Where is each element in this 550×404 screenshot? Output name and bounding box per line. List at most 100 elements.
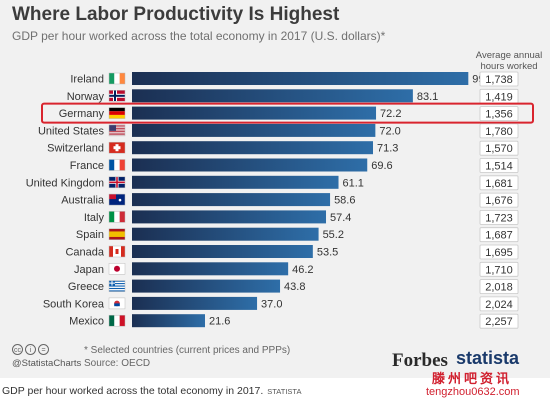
bar-row: Ireland99.51,738 bbox=[70, 71, 519, 87]
flag-stripe bbox=[114, 211, 120, 223]
category-label: Germany bbox=[59, 108, 105, 120]
caption-text: GDP per hour worked across the total eco… bbox=[2, 385, 264, 397]
bar-value-label: 55.2 bbox=[323, 229, 344, 241]
category-label: Spain bbox=[76, 229, 104, 241]
flag-disc bbox=[114, 265, 120, 272]
category-label: Italy bbox=[84, 212, 105, 224]
statista-handle: @StatistaCharts bbox=[12, 358, 82, 369]
flag-stripe bbox=[109, 132, 125, 134]
flag-icon bbox=[108, 124, 126, 137]
cc-icon: cc bbox=[12, 344, 23, 355]
bar bbox=[132, 314, 206, 328]
hours-value: 1,687 bbox=[485, 230, 513, 242]
forbes-logo: Forbes bbox=[392, 350, 448, 371]
hours-value: 1,514 bbox=[485, 161, 513, 173]
source-note: Source: OECD bbox=[84, 358, 151, 369]
hours-value: 1,695 bbox=[485, 247, 513, 259]
flag-stripe bbox=[109, 284, 125, 286]
bar-row: Switzerland 71.3 1,570 bbox=[47, 140, 519, 156]
flag-stripe bbox=[119, 73, 125, 84]
image-caption: GDP per hour worked across the total eco… bbox=[2, 385, 301, 397]
flag-border bbox=[108, 159, 126, 171]
hours-box bbox=[479, 209, 519, 225]
bar-value-label: 43.8 bbox=[284, 281, 305, 293]
flag-stripe bbox=[109, 283, 125, 285]
bar bbox=[132, 89, 413, 103]
flag-border bbox=[108, 176, 126, 189]
hours-box bbox=[479, 227, 519, 243]
flag-stripe bbox=[109, 126, 125, 128]
flag-stripe bbox=[109, 280, 125, 282]
flag-stripe bbox=[114, 315, 120, 327]
watermark-text: 滕州吧资讯 bbox=[432, 371, 513, 386]
hours-box bbox=[479, 296, 519, 312]
bar bbox=[132, 262, 289, 276]
bar bbox=[132, 175, 339, 189]
bar bbox=[132, 296, 258, 310]
category-label: Ireland bbox=[70, 74, 104, 86]
bar-chart: Ireland99.51,738 Norway 83.1 1,419 Germany 72… bbox=[26, 71, 534, 329]
hours-value: 1,570 bbox=[485, 143, 513, 155]
flag-stripe bbox=[109, 246, 113, 257]
bar bbox=[132, 72, 469, 85]
bar-row: South Korea 37.0 2,024 bbox=[43, 296, 519, 312]
bar-value-label: 71.3 bbox=[377, 143, 398, 155]
attribution-icon: i bbox=[25, 344, 36, 355]
hours-box bbox=[479, 158, 519, 173]
flag-border bbox=[108, 245, 126, 258]
flag-icon bbox=[108, 263, 126, 275]
flag-stripe bbox=[109, 194, 116, 200]
bar bbox=[132, 106, 377, 120]
flag-stripe bbox=[109, 231, 125, 237]
bar-value-label: 37.0 bbox=[261, 298, 282, 310]
category-label: United States bbox=[38, 125, 105, 137]
flag-stripe bbox=[109, 73, 115, 84]
flag-stripe bbox=[109, 94, 125, 97]
flag-border bbox=[108, 107, 126, 119]
flag-stripe bbox=[109, 114, 125, 119]
flag-stripe bbox=[114, 159, 120, 171]
hours-column-header: Average annual hours worked bbox=[475, 50, 543, 72]
flag-border bbox=[108, 314, 126, 327]
flag-stripe bbox=[113, 146, 121, 150]
flag-stripe bbox=[109, 124, 125, 126]
category-label: Japan bbox=[74, 264, 104, 276]
bar-value-label: 57.4 bbox=[330, 212, 351, 224]
bar-row: Spain 55.2 1,687 bbox=[76, 227, 519, 243]
category-label: Greece bbox=[68, 281, 104, 293]
flag-icon bbox=[108, 159, 126, 171]
flag-icon bbox=[108, 245, 126, 258]
bar bbox=[132, 158, 368, 172]
category-label: United Kingdom bbox=[26, 177, 104, 189]
bar bbox=[132, 245, 313, 258]
flag-stripe bbox=[109, 281, 125, 284]
category-label: France bbox=[70, 160, 104, 172]
flag-stripe bbox=[119, 211, 125, 223]
flag-icon bbox=[108, 228, 126, 240]
bar-value-label: 69.6 bbox=[371, 160, 392, 172]
flag-stripe bbox=[109, 128, 125, 129]
flag-stripe bbox=[109, 131, 125, 132]
category-label: Norway bbox=[67, 91, 105, 103]
flag-border bbox=[108, 263, 126, 275]
bar-value-label: 46.2 bbox=[292, 264, 313, 276]
flag-border bbox=[108, 193, 126, 206]
hours-value: 1,738 bbox=[485, 74, 513, 86]
flag-icon bbox=[108, 141, 126, 154]
hours-value: 1,419 bbox=[485, 91, 513, 103]
chart-subtitle: GDP per hour worked across the total eco… bbox=[12, 29, 386, 43]
chart-panel bbox=[0, 0, 550, 378]
flag-icon bbox=[108, 211, 126, 223]
flag-stripe bbox=[109, 315, 115, 327]
bar-row: United States 72.0 1,780 bbox=[38, 123, 519, 139]
flag-border bbox=[108, 124, 126, 137]
hours-box bbox=[479, 279, 519, 295]
footnote: * Selected countries (current prices and… bbox=[84, 345, 291, 356]
category-label: South Korea bbox=[43, 298, 105, 310]
bar-value-label: 58.6 bbox=[334, 195, 355, 207]
category-label: Canada bbox=[65, 247, 104, 259]
hours-box bbox=[479, 123, 519, 139]
bar bbox=[132, 210, 327, 224]
bar-value-label: 83.1 bbox=[417, 91, 438, 103]
flag-stripe bbox=[109, 211, 115, 223]
